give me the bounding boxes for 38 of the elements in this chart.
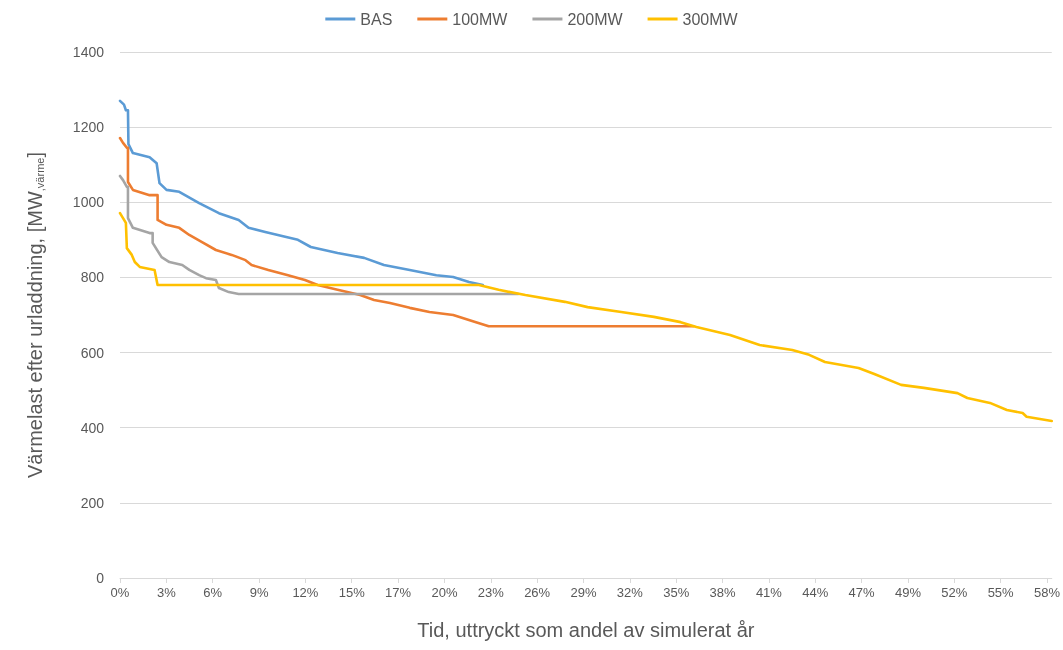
y-tick-label: 800 xyxy=(80,269,105,286)
x-tick-label: 17% xyxy=(385,585,412,600)
x-tick-label: 35% xyxy=(663,585,690,600)
y-tick-label: 0 xyxy=(96,570,105,586)
x-tick-label: 32% xyxy=(616,585,644,600)
x-tick-label: 44% xyxy=(802,585,829,600)
legend-label: 100MW xyxy=(452,10,509,28)
x-tick-label: 47% xyxy=(848,585,876,600)
x-axis-title: Tid, uttryckt som andel av simulerat år xyxy=(417,619,755,641)
y-tick-label: 600 xyxy=(80,344,105,361)
x-tick-label: 20% xyxy=(431,585,458,600)
line-series xyxy=(118,211,1054,423)
x-tick-label: 9% xyxy=(249,585,269,600)
y-tick-label: 1200 xyxy=(72,119,105,136)
x-tick-label: 0% xyxy=(110,585,130,600)
x-tick-label: 23% xyxy=(477,585,505,600)
x-tick-label: 12% xyxy=(292,585,319,600)
x-tick-label: 38% xyxy=(709,585,736,600)
line-series xyxy=(118,136,695,328)
x-tick-label: 55% xyxy=(987,585,1015,600)
y-tick-label: 1400 xyxy=(72,44,105,60)
x-tick-label: 49% xyxy=(894,585,922,600)
y-tick-label: 200 xyxy=(80,494,105,511)
y-axis-title: Värmelast efter urladdning, [MW,värme] xyxy=(23,152,46,478)
y-tick-label: 1000 xyxy=(72,194,105,211)
x-tick-label: 3% xyxy=(156,585,177,600)
x-tick-label: 52% xyxy=(941,585,968,600)
x-tick-label: 26% xyxy=(524,585,551,600)
legend-label: 300MW xyxy=(682,10,739,28)
x-tick-label: 6% xyxy=(203,585,223,600)
x-tick-label: 41% xyxy=(755,585,783,600)
x-tick-label: 15% xyxy=(338,585,366,600)
x-tick-label: 29% xyxy=(570,585,597,600)
y-tick-label: 400 xyxy=(80,419,105,436)
legend-label: BAS xyxy=(360,10,393,28)
legend-label: 200MW xyxy=(567,10,624,28)
x-tick-label: 58% xyxy=(1033,585,1061,600)
line-series xyxy=(118,99,485,287)
